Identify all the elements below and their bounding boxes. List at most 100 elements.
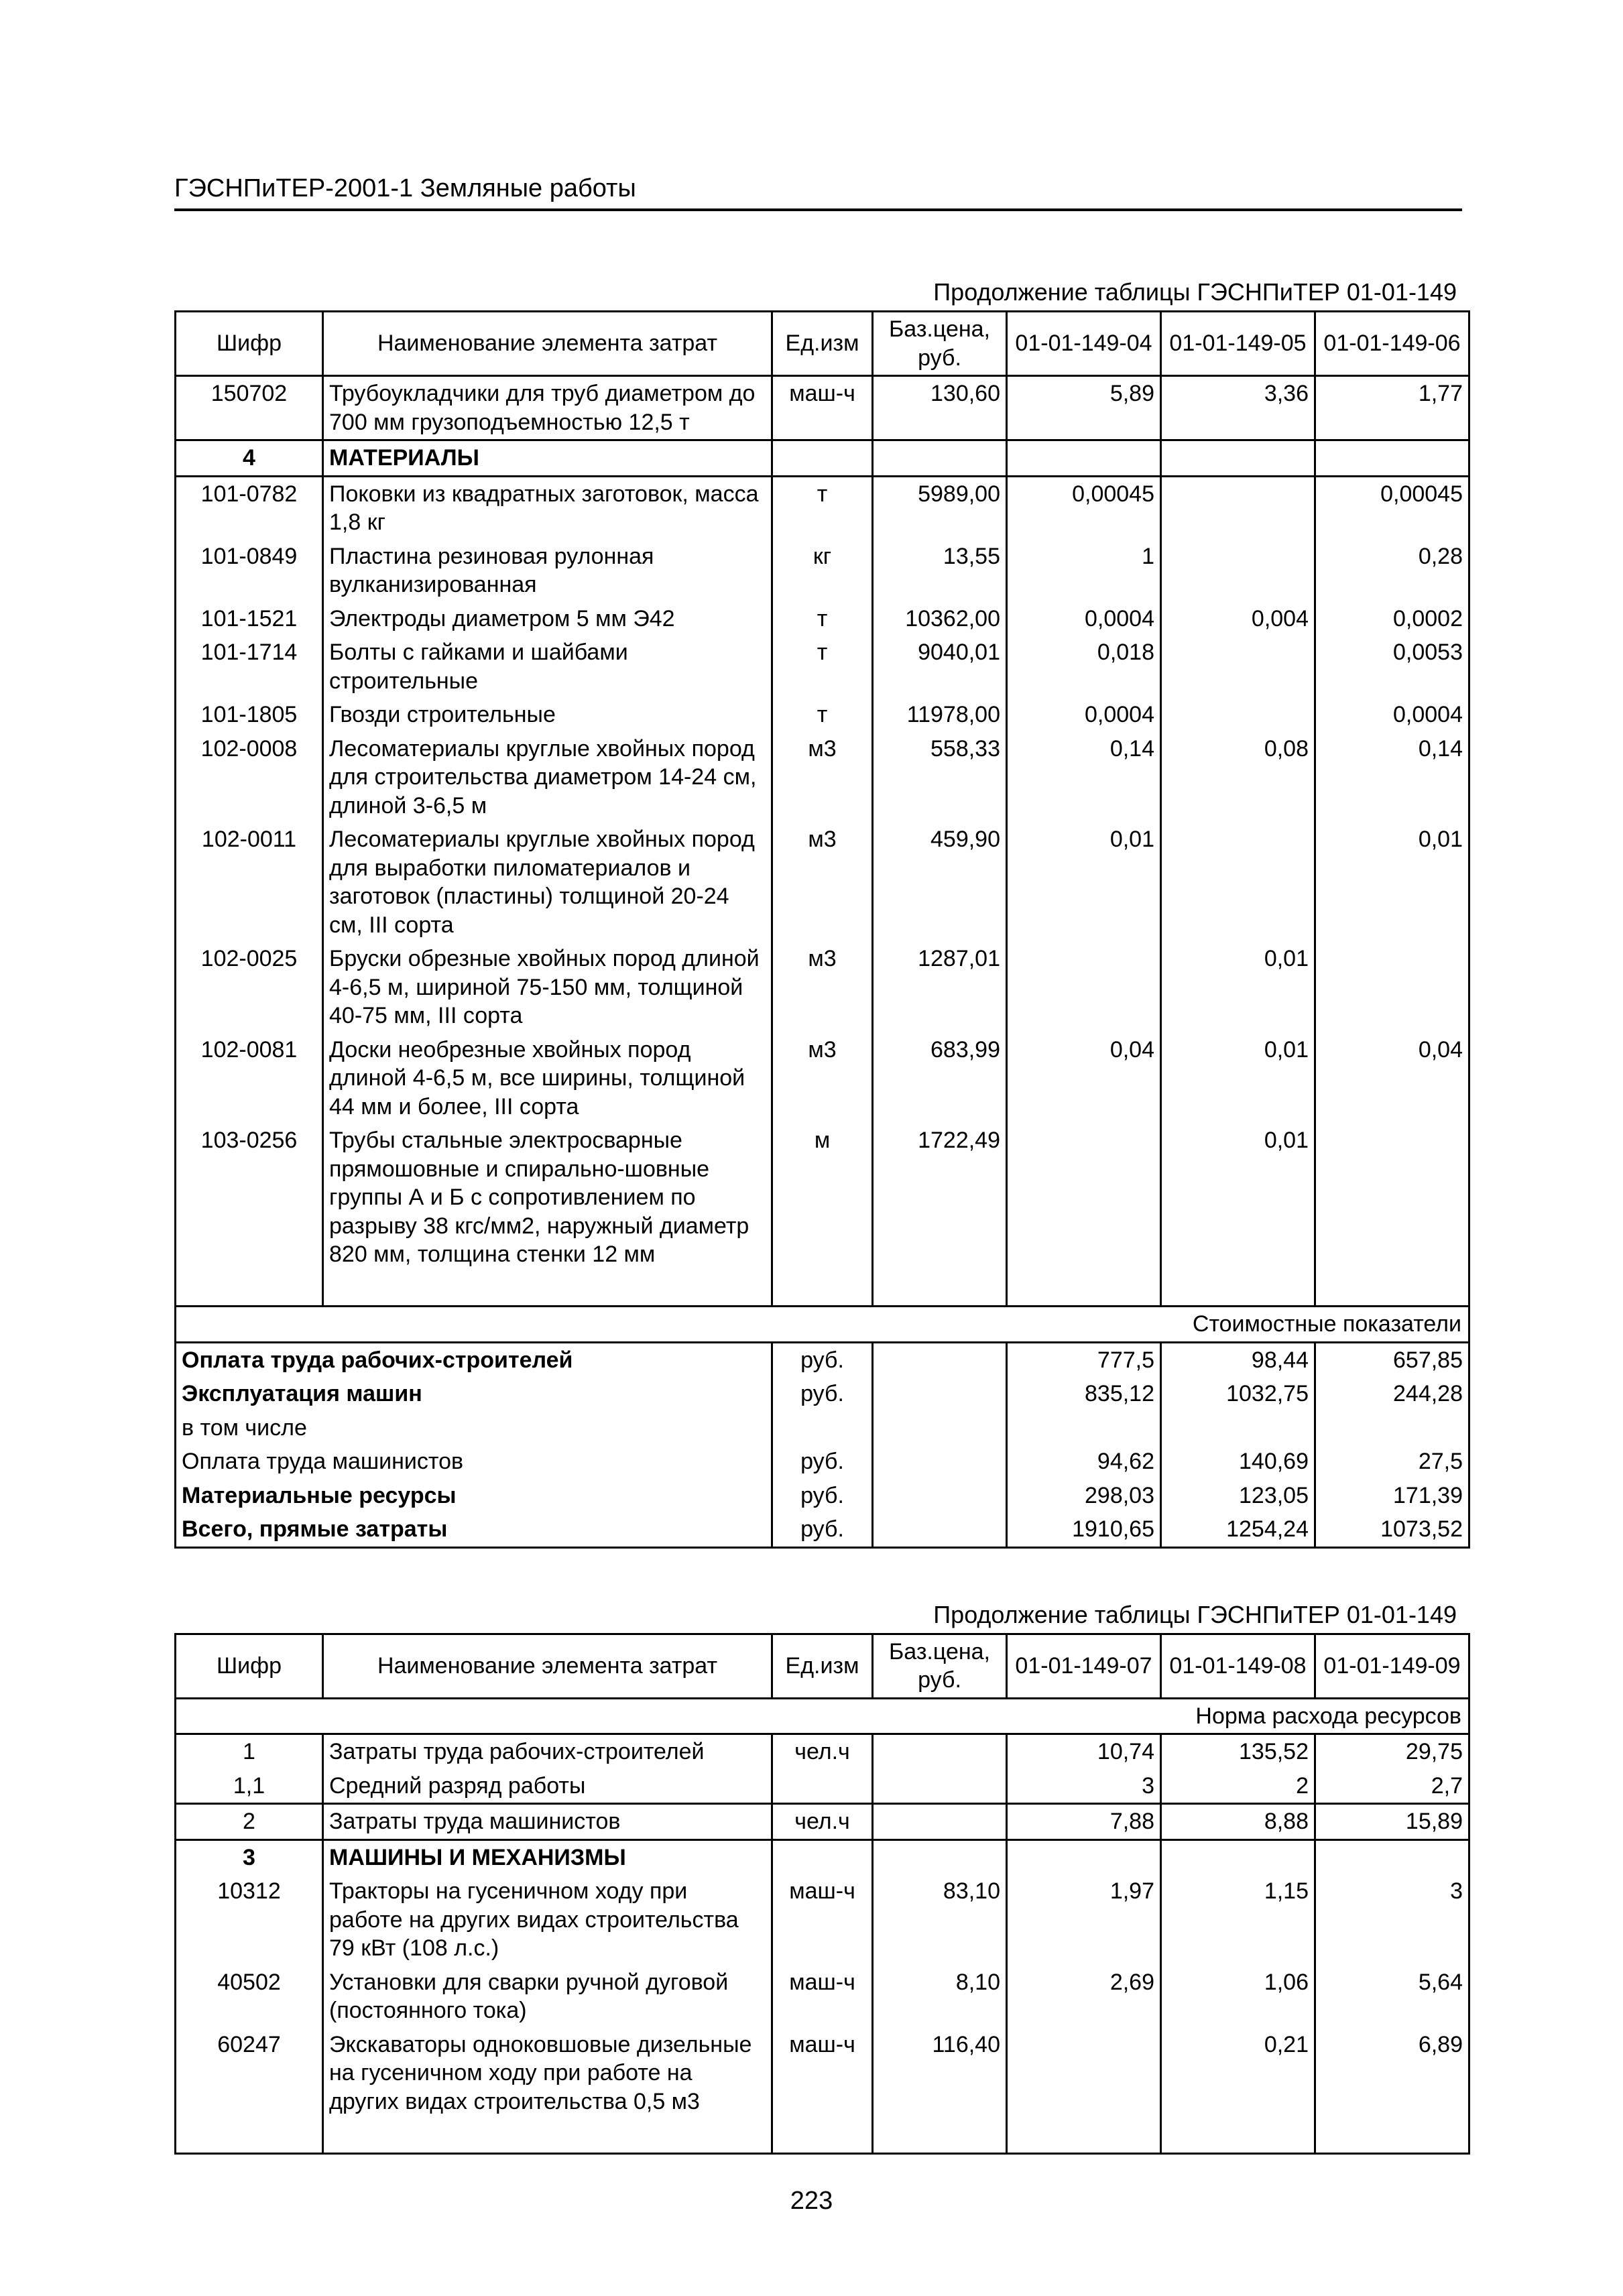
- cell-name: Бруски обрезные хвойных пород длиной 4-6…: [323, 942, 772, 1033]
- summary-row: Эксплуатация машин руб. 835,12 1032,75 2…: [176, 1377, 1469, 1411]
- table1: Шифр Наименование элемента затрат Ед.изм…: [174, 310, 1470, 1549]
- cell-v2: [1161, 823, 1315, 942]
- cell-unit: [772, 1769, 873, 1804]
- cell: [873, 440, 1007, 477]
- table-row: 102-0025 Бруски обрезные хвойных пород д…: [176, 942, 1469, 1033]
- th-name: Наименование элемента затрат: [323, 312, 772, 376]
- summary-v2: 1254,24: [1161, 1512, 1315, 1547]
- cost-indicators-label: Стоимостные показатели: [176, 1307, 1469, 1343]
- cell-v3: 6,89: [1315, 2028, 1469, 2119]
- cell-name: Затраты труда рабочих-строителей: [323, 1734, 772, 1769]
- cell-shifr: 103-0256: [176, 1124, 323, 1272]
- cell-v1: 0,04: [1007, 1033, 1161, 1124]
- cell-v2: 0,01: [1161, 1033, 1315, 1124]
- table-row: 102-0081 Доски необрезные хвойных пород …: [176, 1033, 1469, 1124]
- cell-v1: 5,89: [1007, 376, 1161, 440]
- th-name: Наименование элемента затрат: [323, 1634, 772, 1698]
- summary-label: Всего, прямые затраты: [176, 1512, 772, 1547]
- cell-v2: 0,004: [1161, 602, 1315, 636]
- cell-v2: 0,01: [1161, 1124, 1315, 1272]
- cell-shifr: 101-1805: [176, 698, 323, 732]
- cell: [1161, 440, 1315, 477]
- cell: [873, 1377, 1007, 1411]
- th-price: Баз.цена, руб.: [873, 1634, 1007, 1698]
- cell: [323, 2118, 772, 2153]
- summary-v1: [1007, 1411, 1161, 1445]
- cell-unit: м3: [772, 942, 873, 1033]
- cell: [873, 1512, 1007, 1547]
- cell-v2: 135,52: [1161, 1734, 1315, 1769]
- cell: [1007, 2118, 1161, 2153]
- cell-v1: 0,0004: [1007, 698, 1161, 732]
- section-title: МАШИНЫ И МЕХАНИЗМЫ: [323, 1839, 772, 1874]
- cell-v1: 0,14: [1007, 732, 1161, 823]
- cell-price: 83,10: [873, 1874, 1007, 1966]
- cell-shifr: 102-0081: [176, 1033, 323, 1124]
- cell: [772, 440, 873, 477]
- section-num: 4: [176, 440, 323, 477]
- cell-unit: т: [772, 476, 873, 540]
- cell-v2: 0,08: [1161, 732, 1315, 823]
- cell-unit: м3: [772, 732, 873, 823]
- summary-unit: [772, 1411, 873, 1445]
- summary-v2: 140,69: [1161, 1445, 1315, 1479]
- cell-price: 9040,01: [873, 636, 1007, 698]
- cell-v3: 0,04: [1315, 1033, 1469, 1124]
- table-row: 101-0849 Пластина резиновая рулонная вул…: [176, 540, 1469, 602]
- cell-price: 130,60: [873, 376, 1007, 440]
- th-c1: 01-01-149-07: [1007, 1634, 1161, 1698]
- table-row: 10312 Тракторы на гусеничном ходу при ра…: [176, 1874, 1469, 1966]
- summary-v2: 98,44: [1161, 1342, 1315, 1377]
- section-materials: 4 МАТЕРИАЛЫ: [176, 440, 1469, 477]
- cell-name: Болты с гайками и шайбами строительные: [323, 636, 772, 698]
- cell-name: Тракторы на гусеничном ходу при работе н…: [323, 1874, 772, 1966]
- cell-unit: м3: [772, 823, 873, 942]
- cell-shifr: 2: [176, 1804, 323, 1840]
- norm-header-label: Норма расхода ресурсов: [176, 1698, 1469, 1734]
- cell: [873, 1272, 1007, 1307]
- cell-v2: [1161, 636, 1315, 698]
- cell-v3: 2,7: [1315, 1769, 1469, 1804]
- cell-name: Гвозди строительные: [323, 698, 772, 732]
- cell-shifr: 40502: [176, 1966, 323, 2028]
- cell: [873, 1445, 1007, 1479]
- cell-name: Затраты труда машинистов: [323, 1804, 772, 1840]
- cell-price: 5989,00: [873, 476, 1007, 540]
- summary-v3: 657,85: [1315, 1342, 1469, 1377]
- cell-name: Экскаваторы одноковшовые дизельные на гу…: [323, 2028, 772, 2119]
- cell-v3: 15,89: [1315, 1804, 1469, 1840]
- cell-v2: 0,21: [1161, 2028, 1315, 2119]
- cell: [1161, 2118, 1315, 2153]
- summary-row: Материальные ресурсы руб. 298,03 123,05 …: [176, 1479, 1469, 1513]
- cell-price: 116,40: [873, 2028, 1007, 2119]
- cell: [1315, 1272, 1469, 1307]
- cell-price: 459,90: [873, 823, 1007, 942]
- summary-v3: 1073,52: [1315, 1512, 1469, 1547]
- summary-v2: 123,05: [1161, 1479, 1315, 1513]
- cell-unit: т: [772, 602, 873, 636]
- cell: [176, 1272, 323, 1307]
- cell-shifr: 102-0011: [176, 823, 323, 942]
- summary-v2: 1032,75: [1161, 1377, 1315, 1411]
- cost-indicators-row: Стоимостные показатели: [176, 1307, 1469, 1343]
- cell-v2: 8,88: [1161, 1804, 1315, 1840]
- doc-header: ГЭСНПиТЕР-2001-1 Земляные работы: [174, 174, 1462, 208]
- table1-caption: Продолжение таблицы ГЭСНПиТЕР 01-01-149: [174, 278, 1457, 306]
- table-row: 102-0011 Лесоматериалы круглые хвойных п…: [176, 823, 1469, 942]
- summary-v3: 171,39: [1315, 1479, 1469, 1513]
- table1-head-row: Шифр Наименование элемента затрат Ед.изм…: [176, 312, 1469, 376]
- cell-shifr: 1,1: [176, 1769, 323, 1804]
- table-row: 40502 Установки для сварки ручной дугово…: [176, 1966, 1469, 2028]
- cell-shifr: 102-0025: [176, 942, 323, 1033]
- cell-shifr: 101-0782: [176, 476, 323, 540]
- cell-price: 683,99: [873, 1033, 1007, 1124]
- cell-v3: 0,00045: [1315, 476, 1469, 540]
- summary-v3: 244,28: [1315, 1377, 1469, 1411]
- cell-shifr: 150702: [176, 376, 323, 440]
- cell-v2: 1,15: [1161, 1874, 1315, 1966]
- cell: [176, 2118, 323, 2153]
- th-c3: 01-01-149-06: [1315, 312, 1469, 376]
- cell-unit: м3: [772, 1033, 873, 1124]
- header-rule: [174, 208, 1462, 211]
- cell-v1: 7,88: [1007, 1804, 1161, 1840]
